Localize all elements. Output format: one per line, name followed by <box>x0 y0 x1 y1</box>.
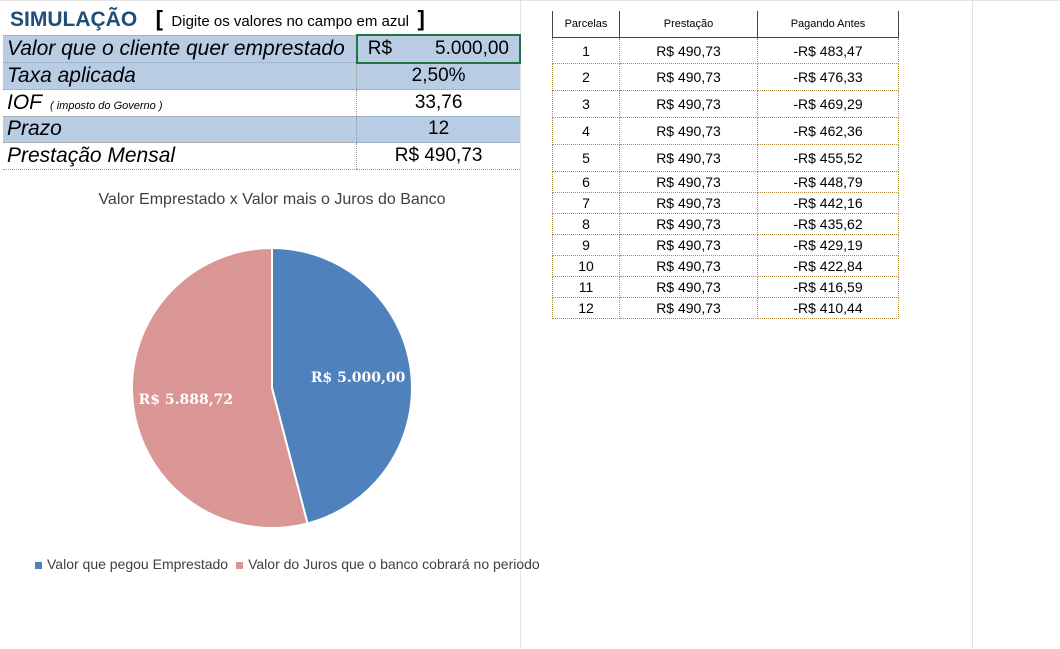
term-cell[interactable]: 12 <box>356 115 520 143</box>
installments-header-row: Parcelas Prestação Pagando Antes <box>552 11 899 38</box>
pie-slice-2[interactable] <box>131 246 309 529</box>
early-payment-cell[interactable]: -R$ 455,52 <box>757 144 899 172</box>
table-row: 3 R$ 490,73 -R$ 469,29 <box>552 90 899 118</box>
early-payment-cell[interactable]: -R$ 442,16 <box>757 192 899 214</box>
iof-row: IOF ( imposto do Governo ) 33,76 <box>3 89 520 117</box>
legend-item[interactable]: Valor que pegou Emprestado <box>35 556 228 572</box>
slice-data-label: R$ 5.888,72 <box>139 392 233 408</box>
legend-swatch <box>35 561 42 569</box>
gridline <box>972 0 973 649</box>
iof-note: ( imposto do Governo ) <box>50 99 163 112</box>
bracket-close: ] <box>417 6 425 31</box>
header-parcelas: Parcelas <box>552 11 620 38</box>
installment-payment-cell[interactable]: R$ 490,73 <box>619 90 758 118</box>
table-row: 7 R$ 490,73 -R$ 442,16 <box>552 192 899 214</box>
chart-title: Valor Emprestado x Valor mais o Juros do… <box>98 191 446 208</box>
installment-payment-cell[interactable]: R$ 490,73 <box>619 297 758 319</box>
early-payment-cell[interactable]: -R$ 469,29 <box>757 90 899 118</box>
loan-amount-row: Valor que o cliente quer emprestado R$ 5… <box>3 34 522 64</box>
bracket-open: [ <box>155 6 163 31</box>
loan-amount-input[interactable]: R$ 5.000,00 <box>355 34 522 64</box>
installment-number-cell[interactable]: 1 <box>552 37 620 64</box>
simulation-table: Valor que o cliente quer emprestado R$ 5… <box>3 34 522 170</box>
legend-label: Valor que pegou Emprestado <box>47 556 229 572</box>
early-payment-cell[interactable]: -R$ 462,36 <box>757 117 899 145</box>
table-row: 2 R$ 490,73 -R$ 476,33 <box>552 63 899 91</box>
table-row: 4 R$ 490,73 -R$ 462,36 <box>552 117 899 145</box>
iof-label-cell: IOF ( imposto do Governo ) <box>3 89 357 117</box>
early-payment-cell[interactable]: -R$ 410,44 <box>757 297 899 319</box>
table-row: 9 R$ 490,73 -R$ 429,19 <box>552 234 899 256</box>
gridline <box>520 0 521 649</box>
loan-amount-value: 5.000,00 <box>435 37 509 59</box>
installment-payment-cell[interactable]: R$ 490,73 <box>619 63 758 91</box>
monthly-payment-cell[interactable]: R$ 490,73 <box>356 142 520 170</box>
rate-label: Taxa aplicada <box>3 62 357 90</box>
gridline <box>0 0 1060 1</box>
installment-number-cell[interactable]: 3 <box>552 90 620 118</box>
table-row: 5 R$ 490,73 -R$ 455,52 <box>552 144 899 172</box>
term-label: Prazo <box>3 115 357 143</box>
legend-label: Valor do Juros que o banco cobrará no pe… <box>248 556 540 572</box>
rate-cell[interactable]: 2,50% <box>356 62 520 90</box>
table-row: 12 R$ 490,73 -R$ 410,44 <box>552 297 899 319</box>
rate-row: Taxa aplicada 2,50% <box>3 62 520 90</box>
installment-number-cell[interactable]: 2 <box>552 63 620 91</box>
slice-data-label: R$ 5.000,00 <box>311 370 406 386</box>
iof-label: IOF <box>7 90 42 114</box>
legend-item[interactable]: Valor do Juros que o banco cobrará no pe… <box>236 556 540 572</box>
pie-slice-1[interactable] <box>271 246 413 525</box>
currency-symbol: R$ <box>367 37 393 59</box>
installment-payment-cell[interactable]: R$ 490,73 <box>619 213 758 235</box>
installment-payment-cell[interactable]: R$ 490,73 <box>619 117 758 145</box>
installment-payment-cell[interactable]: R$ 490,73 <box>619 144 758 172</box>
installments-table: Parcelas Prestação Pagando Antes 1 R$ 490… <box>552 11 899 319</box>
legend-swatch <box>236 561 244 569</box>
header-prestacao: Prestação <box>619 11 758 38</box>
header-pagando-antes: Pagando Antes <box>757 11 899 38</box>
instruction-text: Digite os valores no campo em azul <box>171 13 410 30</box>
term-row: Prazo 12 <box>3 115 520 143</box>
monthly-payment-row: Prestação Mensal R$ 490,73 <box>3 142 520 170</box>
installments-body: 1 R$ 490,73 -R$ 483,47 2 R$ 490,73 -R$ 476,33… <box>552 37 899 319</box>
sheet-title: SIMULAÇÃO [ Digite os valores no campo e… <box>10 6 425 34</box>
early-payment-cell[interactable]: -R$ 476,33 <box>757 63 899 91</box>
iof-cell[interactable]: 33,76 <box>356 89 520 117</box>
chart-legend: Valor que pegou Emprestado Valor do Juros… <box>35 556 548 572</box>
loan-amount-label: Valor que o cliente quer emprestado <box>3 34 357 63</box>
monthly-payment-label: Prestação Mensal <box>3 142 357 170</box>
title-label: SIMULAÇÃO <box>10 8 138 31</box>
